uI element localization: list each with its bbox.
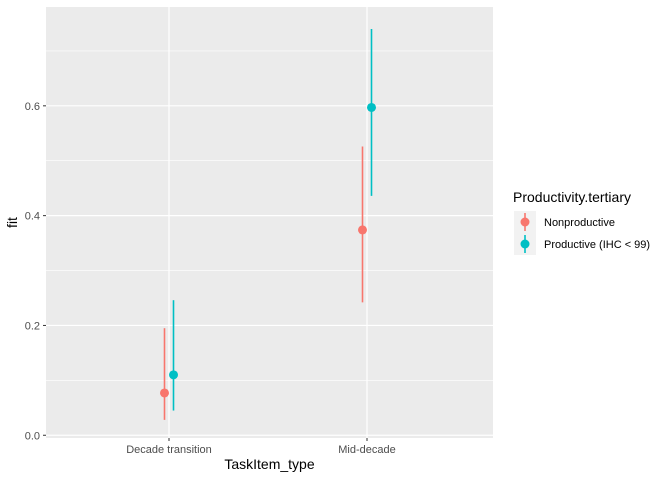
y-axis-title: fit xyxy=(4,217,20,228)
legend: Productivity.tertiary Nonproductive Prod… xyxy=(513,189,650,255)
y-tick-label: 0.4 xyxy=(25,211,40,223)
legend-key-point xyxy=(520,217,530,227)
panel-background xyxy=(46,7,493,438)
y-tick-label: 0.6 xyxy=(25,101,40,113)
x-axis-title: TaskItem_type xyxy=(224,456,314,472)
data-point xyxy=(160,388,169,398)
legend-keys xyxy=(514,211,536,255)
data-point xyxy=(169,370,178,380)
data-point xyxy=(367,102,376,112)
grid-minor xyxy=(46,50,493,381)
x-axis-ticks: Decade transition Mid-decade xyxy=(126,438,396,456)
data-point xyxy=(358,225,367,235)
x-tick-label: Decade transition xyxy=(126,444,212,456)
x-tick-label: Mid-decade xyxy=(338,444,395,456)
grid-major xyxy=(46,7,493,438)
chart-marks xyxy=(160,28,376,420)
legend-key-point xyxy=(520,239,530,249)
y-tick-label: 0.0 xyxy=(25,430,40,442)
legend-title: Productivity.tertiary xyxy=(513,189,631,205)
legend-label-nonproductive: Nonproductive xyxy=(544,217,615,229)
legend-label-productive: Productive (IHC < 99) xyxy=(544,239,650,251)
y-axis-ticks: 0.0 0.2 0.4 0.6 xyxy=(25,101,46,442)
y-tick-label: 0.2 xyxy=(25,320,40,332)
